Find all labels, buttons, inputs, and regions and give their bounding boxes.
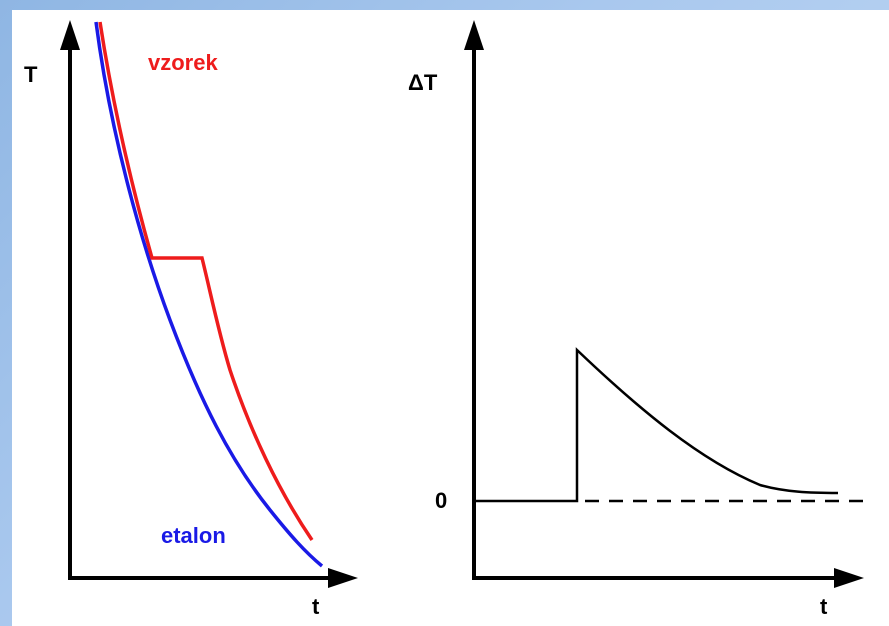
left-y-axis-arrow (60, 20, 80, 50)
right-y-axis-label: ΔT (408, 70, 438, 95)
right-x-axis-label: t (820, 594, 828, 619)
left-axes (60, 20, 358, 588)
delta-t-curve (474, 347, 839, 503)
sample-legend-label: vzorek (148, 50, 218, 75)
left-y-axis-label: T (24, 62, 38, 87)
right-axes (464, 20, 864, 588)
diagram-panel (12, 10, 889, 626)
zero-label: 0 (435, 488, 448, 513)
sample-curve (98, 21, 314, 541)
reference-curve (94, 21, 324, 568)
reference-legend-label: etalon (161, 523, 226, 548)
left-x-axis-label: t (312, 594, 320, 619)
right-y-axis-arrow (464, 20, 484, 50)
right-x-axis-arrow (834, 568, 864, 588)
left-x-axis-arrow (328, 568, 358, 588)
